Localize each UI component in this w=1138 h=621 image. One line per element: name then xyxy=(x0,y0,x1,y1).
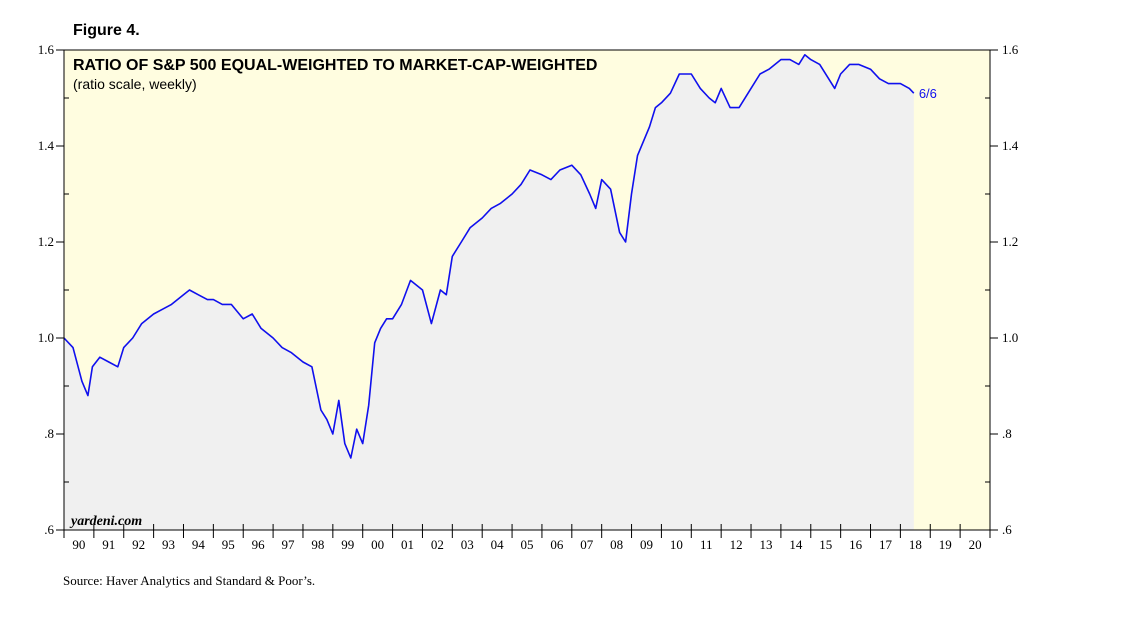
y-tick-label: 1.2 xyxy=(38,234,54,249)
y-tick-label: .8 xyxy=(44,426,54,441)
x-tick-label: 20 xyxy=(969,537,982,552)
y-tick-label: 1.0 xyxy=(38,330,54,345)
x-tick-label: 96 xyxy=(252,537,266,552)
x-tick-label: 91 xyxy=(102,537,115,552)
x-tick-label: 98 xyxy=(311,537,324,552)
x-tick-label: 10 xyxy=(670,537,683,552)
axis-ticks xyxy=(56,49,998,538)
y-axis-right-labels: 1.6 1.4 1.2 1.0 .8 .6 xyxy=(1002,42,1019,537)
x-tick-label: 94 xyxy=(192,537,206,552)
x-axis-labels: 90 91 92 93 94 95 96 97 98 99 00 01 02 03 04 05 06 07 08 09… xyxy=(72,537,981,552)
source-note: Source: Haver Analytics and Standard & P… xyxy=(63,573,316,588)
x-tick-label: 00 xyxy=(371,537,384,552)
x-tick-label: 19 xyxy=(939,537,952,552)
figure-label: Figure 4. xyxy=(73,22,140,39)
x-tick-label: 13 xyxy=(759,537,772,552)
x-tick-label: 11 xyxy=(700,537,713,552)
series-line xyxy=(63,54,915,459)
x-tick-label: 09 xyxy=(640,537,653,552)
y-axis-left-labels: 1.6 1.4 1.2 1.0 .8 .6 xyxy=(38,42,55,537)
x-tick-label: 17 xyxy=(879,537,893,552)
y-tick-label: 1.0 xyxy=(1002,330,1018,345)
x-tick-label: 93 xyxy=(162,537,175,552)
end-date-label: 6/6 xyxy=(919,86,937,101)
x-tick-label: 06 xyxy=(550,537,564,552)
x-tick-label: 95 xyxy=(222,537,235,552)
x-tick-label: 01 xyxy=(401,537,414,552)
chart-subtitle: (ratio scale, weekly) xyxy=(73,76,197,92)
y-tick-label: .6 xyxy=(44,522,54,537)
y-tick-label: 1.6 xyxy=(1002,42,1019,57)
x-tick-label: 90 xyxy=(72,537,85,552)
x-tick-label: 02 xyxy=(431,537,444,552)
x-tick-label: 92 xyxy=(132,537,145,552)
x-tick-label: 08 xyxy=(610,537,623,552)
x-tick-label: 04 xyxy=(491,537,505,552)
y-tick-label: .8 xyxy=(1002,426,1012,441)
x-tick-label: 14 xyxy=(789,537,803,552)
y-tick-label: 1.2 xyxy=(1002,234,1018,249)
x-tick-label: 15 xyxy=(819,537,832,552)
area-fill xyxy=(64,54,914,531)
x-tick-label: 16 xyxy=(849,537,863,552)
x-tick-label: 03 xyxy=(461,537,474,552)
y-tick-label: .6 xyxy=(1002,522,1012,537)
chart-title: RATIO OF S&P 500 EQUAL-WEIGHTED TO MARKE… xyxy=(73,57,597,74)
x-tick-label: 99 xyxy=(341,537,354,552)
x-tick-label: 18 xyxy=(909,537,922,552)
y-tick-label: 1.6 xyxy=(38,42,55,57)
x-tick-label: 07 xyxy=(580,537,594,552)
x-tick-label: 05 xyxy=(521,537,534,552)
y-tick-label: 1.4 xyxy=(1002,138,1019,153)
watermark: yardeni.com xyxy=(69,514,142,529)
x-tick-label: 12 xyxy=(730,537,743,552)
y-tick-label: 1.4 xyxy=(38,138,55,153)
x-tick-label: 97 xyxy=(282,537,296,552)
